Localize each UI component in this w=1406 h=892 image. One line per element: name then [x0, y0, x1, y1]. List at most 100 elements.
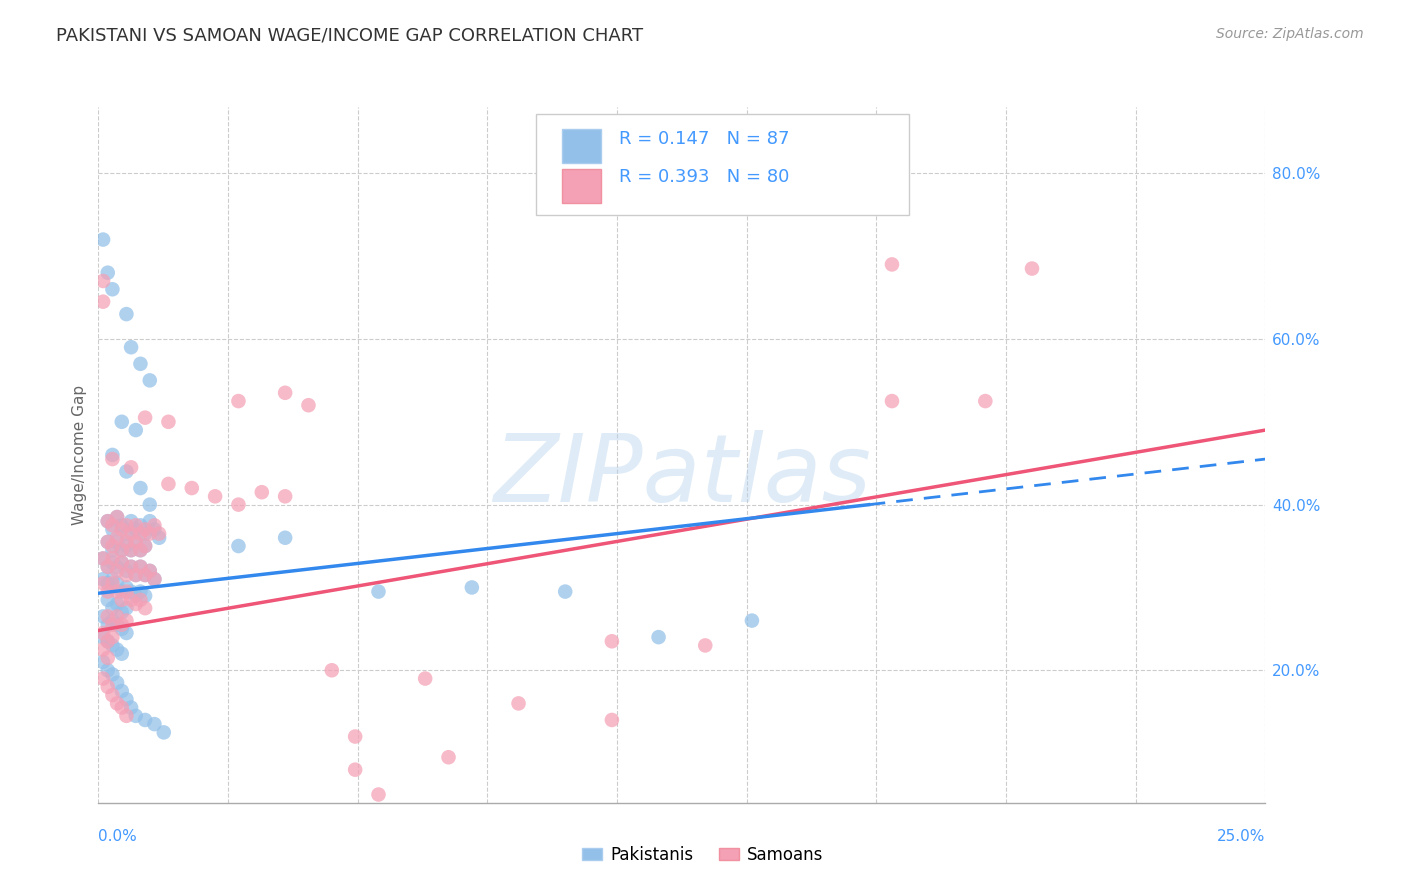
Point: [115, 614, 138, 628]
Point: [180, 481, 202, 495]
Point: [143, 572, 166, 586]
Point: [344, 730, 367, 744]
Point: [143, 717, 166, 731]
Point: [321, 663, 343, 677]
Point: [111, 617, 134, 632]
Point: [111, 543, 134, 558]
Point: [91, 672, 114, 686]
Point: [105, 576, 128, 591]
Point: [120, 340, 142, 354]
Point: [157, 415, 180, 429]
Point: [111, 647, 134, 661]
Point: [111, 543, 134, 558]
Point: [134, 601, 156, 615]
Point: [97, 514, 120, 528]
Point: [101, 688, 124, 702]
Point: [120, 559, 142, 574]
Point: [97, 584, 120, 599]
Point: [111, 556, 134, 570]
Point: [91, 642, 114, 657]
Point: [101, 614, 124, 628]
Point: [111, 518, 134, 533]
Text: ZIPatlas: ZIPatlas: [494, 430, 870, 521]
Point: [101, 523, 124, 537]
Point: [134, 713, 156, 727]
Point: [115, 568, 138, 582]
Point: [97, 534, 120, 549]
Legend: Pakistanis, Samoans: Pakistanis, Samoans: [575, 839, 831, 871]
Point: [115, 692, 138, 706]
Point: [105, 564, 128, 578]
Point: [297, 398, 319, 412]
Point: [274, 489, 297, 503]
Point: [125, 534, 148, 549]
Point: [152, 725, 174, 739]
Text: PAKISTANI VS SAMOAN WAGE/INCOME GAP CORRELATION CHART: PAKISTANI VS SAMOAN WAGE/INCOME GAP CORR…: [56, 27, 644, 45]
Point: [97, 559, 120, 574]
Point: [120, 526, 142, 541]
Point: [250, 485, 273, 500]
Point: [129, 559, 152, 574]
Point: [120, 543, 142, 558]
Point: [125, 423, 148, 437]
Point: [129, 526, 152, 541]
Point: [105, 559, 128, 574]
Point: [554, 584, 576, 599]
Point: [101, 448, 124, 462]
Point: [134, 526, 156, 541]
Point: [105, 697, 128, 711]
Point: [111, 592, 134, 607]
Point: [91, 626, 114, 640]
Point: [111, 523, 134, 537]
Point: [115, 307, 138, 321]
Point: [111, 605, 134, 619]
Point: [139, 373, 162, 387]
Point: [228, 498, 250, 512]
Point: [139, 564, 162, 578]
Point: [101, 630, 124, 644]
Point: [120, 559, 142, 574]
Point: [115, 465, 138, 479]
Point: [111, 684, 134, 698]
Point: [115, 708, 138, 723]
Point: [101, 576, 124, 591]
Point: [105, 584, 128, 599]
Point: [101, 518, 124, 533]
Point: [91, 655, 114, 669]
Point: [91, 551, 114, 566]
Point: [101, 572, 124, 586]
Text: Source: ZipAtlas.com: Source: ZipAtlas.com: [1216, 27, 1364, 41]
Point: [134, 568, 156, 582]
Point: [120, 700, 142, 714]
Point: [91, 233, 114, 247]
Point: [97, 680, 120, 694]
Point: [101, 639, 124, 653]
Point: [97, 514, 120, 528]
Point: [139, 498, 162, 512]
Point: [101, 452, 124, 467]
Point: [111, 622, 134, 636]
Point: [129, 357, 152, 371]
Point: [461, 581, 484, 595]
Point: [91, 609, 114, 624]
Point: [97, 651, 120, 665]
Text: 0.0%: 0.0%: [98, 829, 138, 844]
Point: [91, 572, 114, 586]
Point: [134, 539, 156, 553]
Point: [143, 523, 166, 537]
Point: [105, 617, 128, 632]
Point: [115, 539, 138, 553]
Point: [115, 526, 138, 541]
Point: [97, 576, 120, 591]
Point: [344, 763, 367, 777]
Point: [125, 523, 148, 537]
Point: [600, 634, 623, 648]
Point: [274, 385, 297, 400]
Point: [115, 518, 138, 533]
Point: [115, 581, 138, 595]
Point: [134, 523, 156, 537]
Point: [695, 639, 717, 653]
Point: [125, 589, 148, 603]
Point: [115, 564, 138, 578]
Point: [1021, 261, 1043, 276]
